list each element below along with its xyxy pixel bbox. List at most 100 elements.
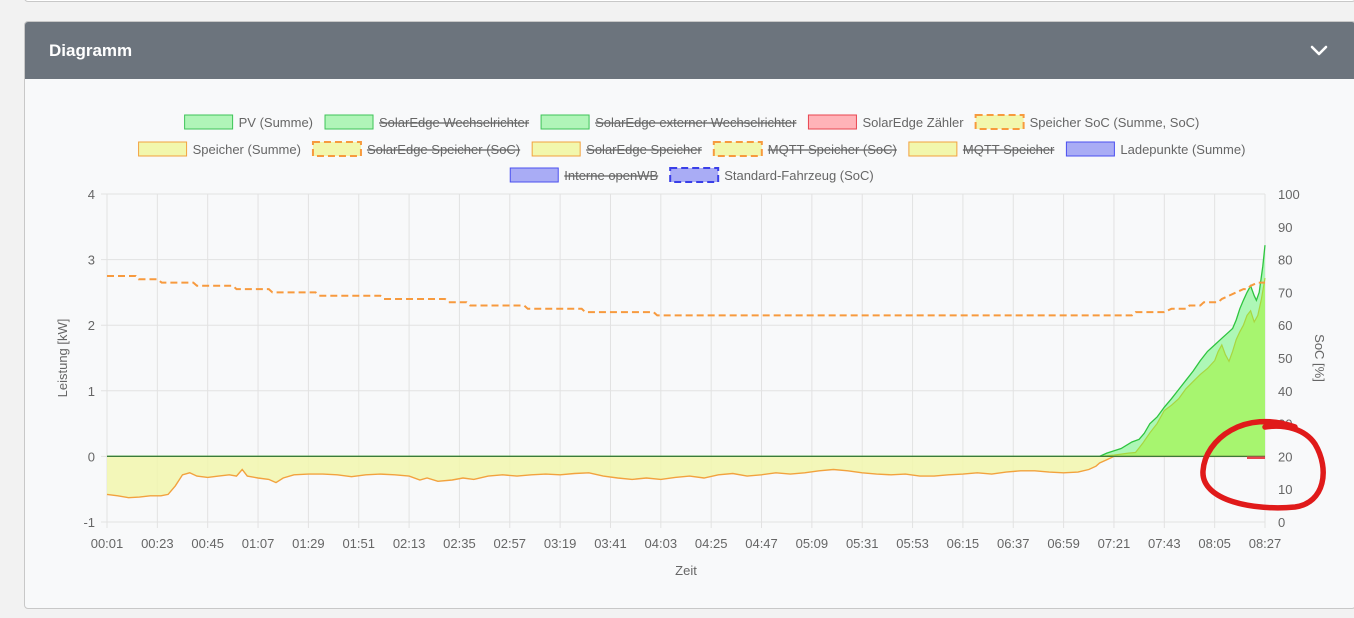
x-tick-label: 05:09 xyxy=(796,536,829,551)
legend-item-solaredge-externer-wechselrichter[interactable]: SolarEdge externer Wechselrichter xyxy=(540,114,797,130)
chart-legend: PV (Summe) SolarEdge Wechselrichter SolarE… xyxy=(138,114,1245,183)
legend-label: MQTT Speicher (SoC) xyxy=(768,142,897,157)
y-right-tick-label: 90 xyxy=(1278,220,1292,235)
x-tick-label: 08:27 xyxy=(1249,536,1282,551)
pv-line xyxy=(107,245,1266,458)
legend-label: MQTT Speicher xyxy=(963,142,1055,157)
y-left-axis-title: Leistung [kW] xyxy=(55,319,70,398)
legend-item-speicher-soc-summe-soc[interactable]: Speicher SoC (Summe, SoC) xyxy=(974,114,1200,130)
legend-label: SolarEdge Zähler xyxy=(862,115,964,130)
y-right-tick-label: 80 xyxy=(1278,253,1292,268)
storage-soc-line xyxy=(107,275,1265,317)
legend-label: Standard-Fahrzeug (SoC) xyxy=(724,168,874,183)
x-tick-label: 00:01 xyxy=(91,536,124,551)
legend-swatch xyxy=(1065,141,1115,157)
legend-item-interne-openwb[interactable]: Interne openWB xyxy=(509,167,658,183)
legend-item-ladepunkte-summe[interactable]: Ladepunkte (Summe) xyxy=(1065,141,1245,157)
x-tick-label: 00:23 xyxy=(141,536,174,551)
y-left-tick-label: 2 xyxy=(88,318,95,333)
x-tick-label: 07:21 xyxy=(1098,536,1131,551)
legend-item-speicher-summe[interactable]: Speicher (Summe) xyxy=(138,141,301,157)
legend-label: Speicher (Summe) xyxy=(193,142,301,157)
chevron-down-icon[interactable] xyxy=(1307,39,1331,63)
y-left-tick-label: 4 xyxy=(88,187,95,202)
x-tick-label: 01:51 xyxy=(342,536,375,551)
x-tick-label: 02:35 xyxy=(443,536,476,551)
legend-label: SolarEdge Speicher (SoC) xyxy=(367,142,520,157)
x-tick-label: 02:57 xyxy=(494,536,527,551)
y-right-tick-label: 60 xyxy=(1278,318,1292,333)
y-right-tick-label: 10 xyxy=(1278,482,1292,497)
x-tick-label: 03:41 xyxy=(594,536,627,551)
legend-swatch xyxy=(311,141,362,157)
legend-item-pv-summe[interactable]: PV (Summe) xyxy=(184,114,313,130)
x-tick-label: 02:13 xyxy=(393,536,426,551)
chart-plot xyxy=(106,245,1266,499)
inverter-line xyxy=(107,277,1266,457)
inverter-area xyxy=(107,278,1265,457)
legend-label: SolarEdge externer Wechselrichter xyxy=(595,115,797,130)
legend-label: Speicher SoC (Summe, SoC) xyxy=(1030,115,1200,130)
storage-line xyxy=(106,455,1265,499)
y-right-tick-label: 40 xyxy=(1278,384,1292,399)
x-tick-label: 07:43 xyxy=(1148,536,1181,551)
legend-swatch xyxy=(807,114,857,130)
x-tick-label: 01:29 xyxy=(292,536,325,551)
y-right-tick-label: 70 xyxy=(1278,285,1292,300)
x-tick-label: 00:45 xyxy=(191,536,224,551)
legend-label: PV (Summe) xyxy=(239,115,313,130)
legend-swatch xyxy=(184,114,234,130)
legend-item-solaredge-speicher-soc[interactable]: SolarEdge Speicher (SoC) xyxy=(311,141,520,157)
previous-card xyxy=(24,0,1354,2)
y-right-tick-label: 50 xyxy=(1278,351,1292,366)
legend-item-solaredge-speicher[interactable]: SolarEdge Speicher xyxy=(531,141,702,157)
legend-swatch xyxy=(324,114,374,130)
power-chart[interactable]: PV (Summe) SolarEdge Wechselrichter SolarE… xyxy=(25,79,1354,607)
legend-item-standard-fahrzeug-soc[interactable]: Standard-Fahrzeug (SoC) xyxy=(669,167,874,183)
legend-swatch xyxy=(669,167,720,183)
legend-item-mqtt-speicher[interactable]: MQTT Speicher xyxy=(908,141,1055,157)
y-left-tick-label: 3 xyxy=(88,253,95,268)
legend-swatch xyxy=(908,141,958,157)
legend-item-mqtt-speicher-soc[interactable]: MQTT Speicher (SoC) xyxy=(712,141,897,157)
y-left-tick-label: -1 xyxy=(83,515,95,530)
diagram-panel: Diagramm PV (Summe) SolarEdge Wechselrich… xyxy=(24,21,1354,609)
legend-swatch xyxy=(974,114,1025,130)
x-tick-label: 03:19 xyxy=(544,536,577,551)
x-tick-label: 04:25 xyxy=(695,536,728,551)
x-tick-label: 06:37 xyxy=(997,536,1030,551)
x-tick-label: 04:03 xyxy=(645,536,678,551)
red-circle-annotation xyxy=(1200,419,1326,511)
legend-swatch xyxy=(540,114,590,130)
y-right-tick-label: 100 xyxy=(1278,187,1300,202)
legend-item-solaredge-wechselrichter[interactable]: SolarEdge Wechselrichter xyxy=(324,114,530,130)
x-tick-label: 06:15 xyxy=(947,536,980,551)
chart-annotation xyxy=(1200,419,1326,511)
legend-label: Interne openWB xyxy=(564,168,658,183)
legend-swatch xyxy=(712,141,763,157)
y-right-axis-title: SoC [%] xyxy=(1312,334,1327,382)
legend-label: Ladepunkte (Summe) xyxy=(1120,142,1245,157)
legend-swatch xyxy=(509,167,559,183)
legend-label: SolarEdge Speicher xyxy=(586,142,702,157)
y-left-tick-label: 0 xyxy=(88,449,95,464)
pv-area xyxy=(107,245,1265,457)
y-right-tick-label: 0 xyxy=(1278,515,1285,530)
legend-label: SolarEdge Wechselrichter xyxy=(379,115,530,130)
x-tick-label: 05:53 xyxy=(896,536,929,551)
x-tick-label: 08:05 xyxy=(1198,536,1231,551)
x-tick-label: 06:59 xyxy=(1047,536,1080,551)
legend-swatch xyxy=(531,141,581,157)
x-tick-label: 04:47 xyxy=(745,536,778,551)
storage-area xyxy=(107,456,1265,498)
legend-swatch xyxy=(138,141,188,157)
x-axis-title: Zeit xyxy=(675,563,697,578)
legend-item-solaredge-z-hler[interactable]: SolarEdge Zähler xyxy=(807,114,964,130)
y-left-tick-label: 1 xyxy=(88,384,95,399)
panel-header[interactable]: Diagramm xyxy=(25,22,1354,79)
x-tick-label: 05:31 xyxy=(846,536,879,551)
panel-title: Diagramm xyxy=(49,40,133,60)
x-tick-label: 01:07 xyxy=(242,536,275,551)
y-right-tick-label: 20 xyxy=(1278,449,1292,464)
